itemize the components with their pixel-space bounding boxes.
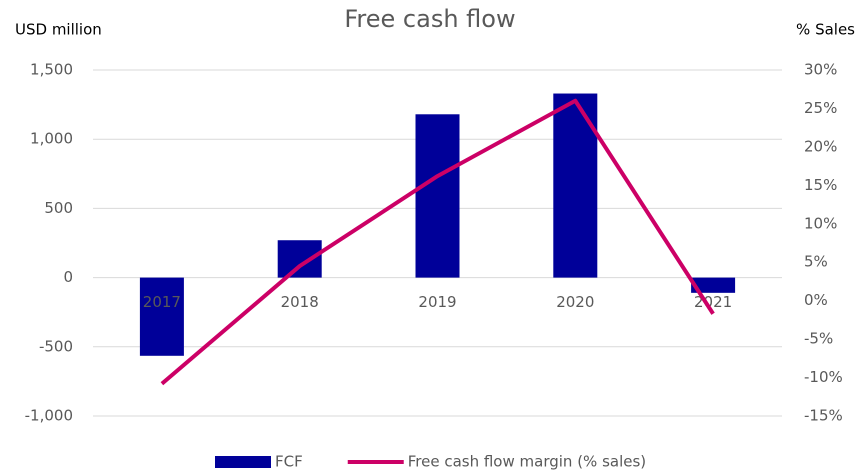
y2-tick-label: -5% bbox=[804, 330, 833, 348]
y2-tick-label: 15% bbox=[804, 176, 837, 194]
legend-label: FCF bbox=[275, 453, 303, 471]
y-tick-label: -500 bbox=[39, 337, 73, 355]
y-tick-label: 0 bbox=[63, 268, 73, 286]
bar bbox=[691, 277, 736, 293]
y2-tick-label: 20% bbox=[804, 137, 837, 155]
y2-tick-label: -15% bbox=[804, 407, 843, 425]
y-axis-label: USD million bbox=[15, 21, 102, 39]
y2-tick-label: 30% bbox=[804, 61, 837, 79]
y2-tick-label: 5% bbox=[804, 253, 828, 271]
y-tick-label: 500 bbox=[44, 199, 73, 217]
y2-tick-label: 0% bbox=[804, 291, 828, 309]
bar bbox=[277, 240, 322, 278]
y-tick-label: 1,500 bbox=[30, 61, 73, 79]
x-tick-label: 2018 bbox=[281, 293, 319, 311]
x-tick-label: 2020 bbox=[556, 293, 594, 311]
y2-tick-label: 25% bbox=[804, 99, 837, 117]
bar bbox=[415, 114, 460, 278]
y2-tick-label: 10% bbox=[804, 214, 837, 232]
legend-swatch bbox=[215, 456, 271, 468]
y-tick-label: 1,000 bbox=[30, 130, 73, 148]
y2-axis-label: % Sales bbox=[796, 21, 855, 39]
y2-tick-label: -10% bbox=[804, 368, 843, 386]
x-tick-label: 2019 bbox=[418, 293, 456, 311]
y-tick-label: -1,000 bbox=[25, 407, 73, 425]
bar bbox=[139, 277, 184, 356]
legend-label: Free cash flow margin (% sales) bbox=[408, 453, 646, 471]
chart-title: Free cash flow bbox=[344, 5, 515, 33]
x-tick-label: 2017 bbox=[143, 293, 181, 311]
line-series bbox=[160, 98, 715, 386]
